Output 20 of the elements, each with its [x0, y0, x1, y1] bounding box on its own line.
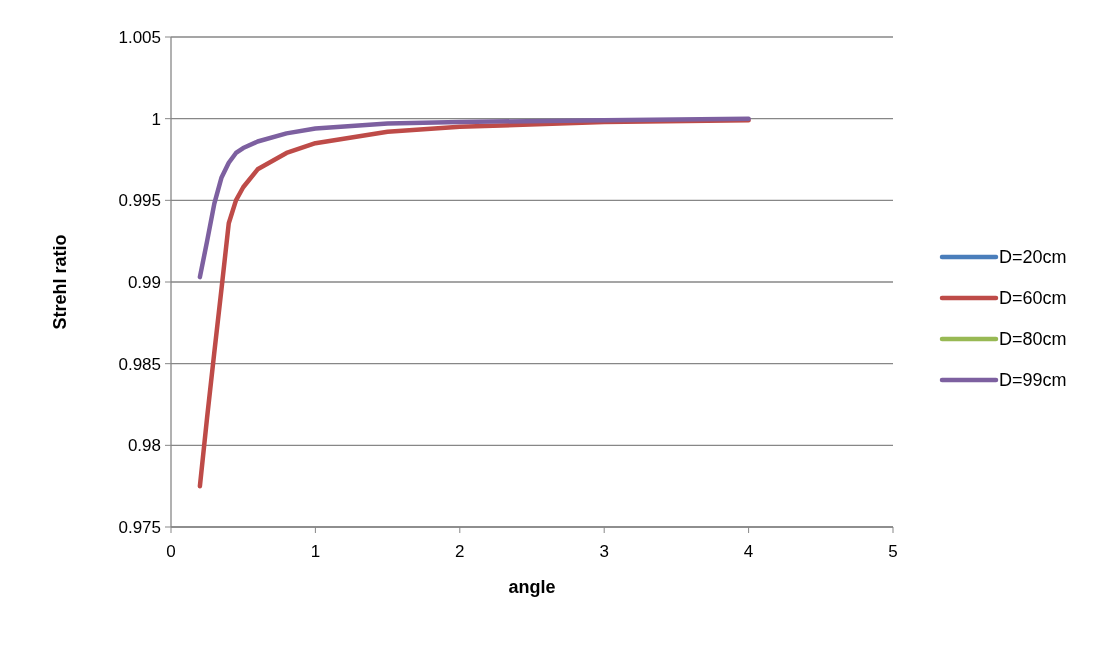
x-axis-title: angle [508, 577, 556, 597]
x-tick-label: 0 [166, 542, 176, 561]
y-tick-label: 1.005 [118, 27, 161, 47]
line-series [197, 116, 751, 280]
legend-label: D=80cm [999, 329, 1067, 350]
x-tick-label: 3 [599, 542, 609, 561]
x-tick-label: 2 [455, 542, 465, 561]
x-tick-label: 1 [310, 542, 321, 561]
y-axis-title: Strehl ratio [50, 234, 70, 330]
legend-label: D=99cm [999, 370, 1067, 391]
legend-label: D=20cm [999, 247, 1067, 268]
y-tick-label: 0.98 [127, 436, 161, 456]
x-tick-label: 4 [743, 542, 754, 561]
y-tick-label: 0.975 [118, 517, 161, 537]
y-tick-label: 0.985 [118, 354, 161, 374]
y-tick-label: 0.995 [118, 191, 161, 211]
legend-label: D=60cm [999, 288, 1067, 309]
y-tick-label: 0.99 [127, 272, 161, 292]
y-tick-label: 1 [151, 109, 161, 129]
x-tick-label: 5 [888, 542, 898, 561]
